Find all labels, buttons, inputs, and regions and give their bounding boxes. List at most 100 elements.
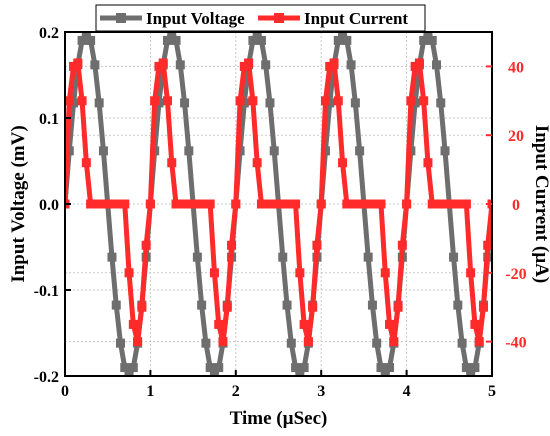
data-point <box>218 337 228 347</box>
data-point <box>299 363 309 373</box>
data-point <box>256 35 266 45</box>
data-point <box>111 199 121 209</box>
data-point <box>470 363 480 373</box>
data-point <box>265 98 275 108</box>
x-tick-label: 4 <box>403 383 411 400</box>
data-point <box>478 302 488 312</box>
data-point <box>333 96 343 106</box>
data-point <box>474 337 484 347</box>
data-point <box>329 58 339 68</box>
data-point <box>320 96 330 106</box>
data-point <box>449 252 459 262</box>
data-point <box>372 338 382 348</box>
data-point <box>103 199 113 209</box>
data-point <box>124 268 134 278</box>
data-point <box>380 268 390 278</box>
data-point <box>162 35 172 45</box>
data-point <box>419 96 429 106</box>
data-point <box>180 98 190 108</box>
x-tick-label: 2 <box>232 383 240 400</box>
data-point <box>423 158 433 168</box>
data-point <box>252 158 262 168</box>
data-point <box>81 32 91 37</box>
data-point <box>453 199 463 209</box>
data-point <box>205 363 215 373</box>
data-point <box>342 35 352 45</box>
data-point <box>94 98 104 108</box>
data-point <box>248 96 258 106</box>
y-left-tick-label: -0.2 <box>34 369 59 386</box>
x-tick-label: 3 <box>317 383 325 400</box>
data-point <box>162 96 172 106</box>
data-point <box>274 199 283 209</box>
y-right-tick-label: -20 <box>505 266 526 283</box>
data-point <box>367 300 377 310</box>
data-point <box>282 199 292 209</box>
y-right-tick-label: 20 <box>508 128 524 145</box>
data-point <box>261 60 271 70</box>
data-point <box>65 96 74 106</box>
data-point <box>316 199 326 209</box>
data-point <box>209 371 219 376</box>
data-point <box>256 199 266 209</box>
x-tick-label: 5 <box>488 383 496 400</box>
data-point <box>171 199 181 209</box>
data-point <box>389 337 399 347</box>
data-point <box>286 338 296 348</box>
data-point <box>427 199 437 209</box>
data-point <box>393 302 403 312</box>
y-right-tick-label: -40 <box>505 335 526 352</box>
data-point <box>363 252 373 262</box>
legend-marker-voltage <box>116 13 126 23</box>
data-point <box>299 319 309 329</box>
data-point <box>116 338 126 348</box>
data-point <box>419 35 429 45</box>
legend: Input Voltage Input Current <box>95 4 426 32</box>
data-point <box>376 199 386 209</box>
data-point <box>124 371 134 376</box>
data-point <box>77 35 87 45</box>
data-point <box>312 240 322 250</box>
y-left-tick-label: 0.1 <box>39 111 59 128</box>
data-point <box>278 252 288 262</box>
data-point <box>141 240 151 250</box>
data-point <box>406 96 416 106</box>
data-point <box>376 363 386 373</box>
data-point <box>128 363 138 373</box>
data-point <box>470 319 480 329</box>
data-point <box>385 363 395 373</box>
data-point <box>128 319 138 329</box>
data-point <box>350 98 360 108</box>
data-point <box>175 60 185 70</box>
plot-data <box>65 32 492 376</box>
data-point <box>380 371 390 376</box>
data-point <box>359 199 369 209</box>
data-point <box>201 338 211 348</box>
data-point <box>338 158 348 168</box>
legend-label-voltage: Input Voltage <box>146 9 245 28</box>
data-point <box>197 300 207 310</box>
data-point <box>133 337 143 347</box>
data-point <box>184 146 194 156</box>
data-point <box>167 32 177 37</box>
axis-ticks: 0 1 2 3 4 5 -0.2 -0.1 0.0 0.1 0.2 -40 -20 0 20 40 <box>34 25 527 400</box>
data-point <box>188 199 198 209</box>
data-point <box>171 35 181 45</box>
data-point <box>355 146 365 156</box>
data-point <box>466 371 476 376</box>
data-point <box>252 32 262 37</box>
data-point <box>427 35 437 45</box>
data-point <box>397 240 407 250</box>
data-point <box>350 199 360 209</box>
data-point <box>436 199 446 209</box>
y-left-tick-label: -0.1 <box>34 283 59 300</box>
data-point <box>282 300 292 310</box>
x-axis-title: Time (µSec) <box>230 408 328 429</box>
data-point <box>244 58 254 68</box>
data-point <box>81 158 91 168</box>
data-point <box>295 268 305 278</box>
data-point <box>137 302 147 312</box>
data-point <box>214 363 224 373</box>
data-point <box>235 96 245 106</box>
